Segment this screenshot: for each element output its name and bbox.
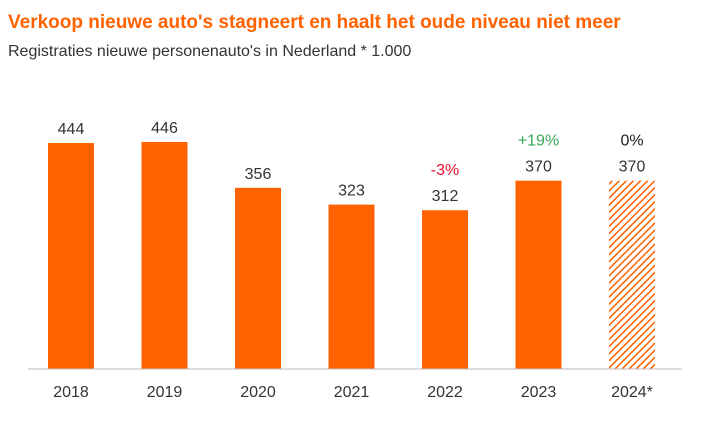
x-tick-label-2020: 2020	[240, 384, 276, 401]
x-tick-label-2024: 2024*	[611, 384, 653, 401]
bar-2020	[235, 187, 281, 369]
value-label-2024: 370	[619, 159, 646, 176]
value-label-2020: 356	[245, 166, 272, 183]
bar-2024	[609, 180, 655, 369]
x-tick-label-2022: 2022	[427, 384, 463, 401]
x-tick-label-2018: 2018	[53, 384, 89, 401]
chart-title: Verkoop nieuwe auto's stagneert en haalt…	[8, 12, 621, 33]
x-tick-label-2021: 2021	[334, 384, 370, 401]
change-label-2024: 0%	[620, 133, 643, 150]
value-label-2022: 312	[432, 188, 459, 205]
bar-2021	[328, 204, 375, 369]
bar-2018	[48, 143, 94, 369]
change-label-2023: +19%	[518, 133, 559, 150]
bar-2022	[422, 210, 468, 369]
bars-group	[48, 142, 655, 369]
bar-2023	[515, 180, 562, 369]
value-label-2018: 444	[58, 121, 85, 138]
labels-group: 444 2018 446 2019 356 2020 323 2021 312 2022 370 20…	[53, 120, 653, 401]
bar-2019	[141, 142, 188, 369]
x-tick-label-2019: 2019	[147, 384, 183, 401]
value-label-2019: 446	[151, 120, 178, 137]
chart-subtitle: Registraties nieuwe personenauto's in Ne…	[8, 43, 412, 60]
value-label-2023: 370	[525, 159, 552, 176]
change-label-2022: -3%	[431, 162, 459, 179]
value-label-2021: 323	[338, 183, 365, 200]
x-tick-label-2023: 2023	[521, 384, 557, 401]
